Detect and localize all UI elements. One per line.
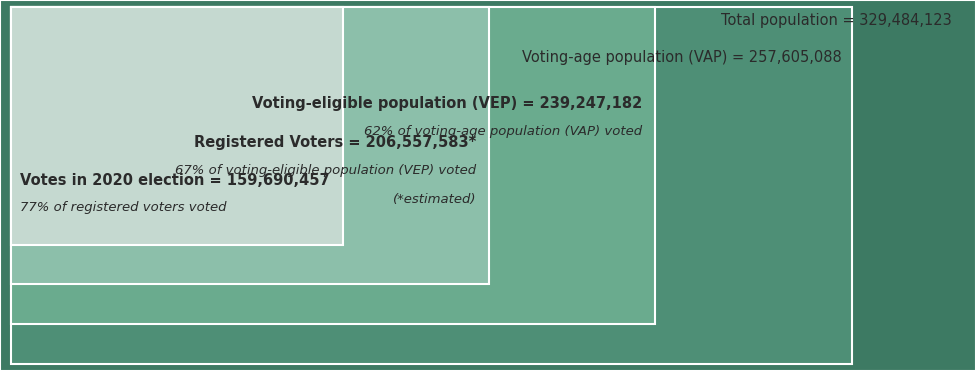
FancyBboxPatch shape xyxy=(11,7,655,324)
Text: 77% of registered voters voted: 77% of registered voters voted xyxy=(20,201,226,214)
Text: Total population = 329,484,123: Total population = 329,484,123 xyxy=(721,13,952,28)
Text: 62% of voting-age population (VAP) voted: 62% of voting-age population (VAP) voted xyxy=(364,125,642,138)
Text: Voting-eligible population (VEP) = 239,247,182: Voting-eligible population (VEP) = 239,2… xyxy=(252,96,642,111)
Text: (*estimated): (*estimated) xyxy=(392,193,476,206)
Text: Votes in 2020 election = 159,690,457: Votes in 2020 election = 159,690,457 xyxy=(20,173,329,187)
Text: Voting-age population (VAP) = 257,605,088: Voting-age population (VAP) = 257,605,08… xyxy=(521,50,841,65)
FancyBboxPatch shape xyxy=(11,7,852,364)
FancyBboxPatch shape xyxy=(11,7,489,284)
Text: 67% of voting-eligible population (VEP) voted: 67% of voting-eligible population (VEP) … xyxy=(175,164,476,177)
FancyBboxPatch shape xyxy=(11,7,343,245)
Text: Registered Voters = 206,557,583*: Registered Voters = 206,557,583* xyxy=(194,135,476,150)
